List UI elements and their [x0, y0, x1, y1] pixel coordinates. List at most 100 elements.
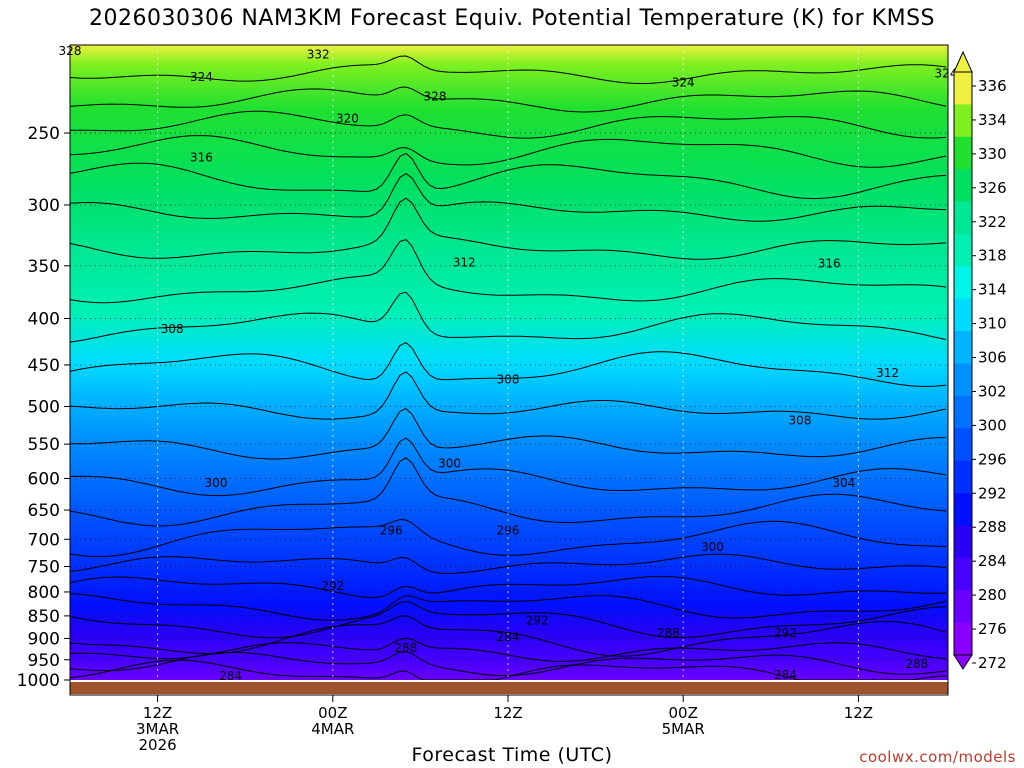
colorbar-swatch	[954, 460, 972, 494]
y-tick-label: 550	[28, 435, 60, 455]
plot-frame	[69, 44, 949, 696]
y-axis: 2503003504004505005506006507007508008509…	[17, 124, 70, 691]
contour-label: 324	[190, 70, 213, 84]
colorbar-swatch	[954, 331, 972, 364]
x-tick-label: 12Z	[493, 704, 522, 722]
colorbar-swatch	[954, 298, 972, 332]
contour-line	[70, 437, 947, 497]
y-tick-label: 1000	[17, 671, 60, 691]
colorbar-swatch	[954, 201, 972, 235]
contour-line	[70, 342, 947, 387]
colorbar-tick-label: 314	[978, 281, 1007, 299]
y-tick-label: 250	[28, 124, 60, 144]
contour-label: 288	[657, 626, 680, 640]
colorbar-swatch	[954, 169, 972, 203]
contour-label: 300	[205, 476, 228, 490]
contour-label: 316	[190, 151, 213, 165]
y-tick-label: 700	[28, 530, 60, 550]
y-tick-label: 850	[28, 607, 60, 627]
colorbar-frame	[953, 71, 973, 656]
colorbar-swatch	[954, 395, 972, 429]
colorbar-tick-label: 334	[978, 111, 1007, 129]
colorbar-tick-label: 272	[978, 654, 1007, 672]
colorbar-swatch	[954, 590, 972, 624]
colorbar-swatch	[954, 233, 972, 267]
field-fill	[70, 45, 948, 680]
colorbar-swatch	[954, 557, 972, 591]
colorbar-tick-label: 336	[978, 77, 1007, 95]
contour-label: 284	[219, 669, 242, 683]
colorbar-swatch	[954, 622, 972, 656]
x-tick-label: 12Z	[844, 704, 873, 722]
colorbar-swatch	[954, 104, 972, 138]
y-tick-label: 750	[28, 557, 60, 577]
colorbar-swatch	[954, 493, 972, 526]
chart-title: 2026030306 NAM3KM Forecast Equiv. Potent…	[88, 6, 936, 31]
grid-lines	[70, 45, 948, 680]
contour-label: 320	[336, 112, 359, 126]
y-tick-label: 800	[28, 583, 60, 603]
colorbar-tick-label: 302	[978, 382, 1007, 400]
contour-line	[70, 86, 947, 113]
x-tick-label: 12Z	[143, 704, 172, 722]
x-tick-label: 5MAR	[662, 720, 705, 738]
colorbar-tick-label: 326	[978, 179, 1007, 197]
colorbar-min-arrow	[953, 654, 973, 670]
colorbar-tick-label: 296	[978, 450, 1007, 468]
contour-label: 316	[818, 257, 841, 271]
contour-label: 308	[161, 322, 184, 336]
colorbar-tick-label: 292	[978, 484, 1007, 502]
colorbar-tick-label: 310	[978, 315, 1007, 333]
colorbar-legend: 336 334 330 326 322 318 314 310 306 302 300 296 292 2…	[953, 50, 1007, 672]
contour-label: 304	[832, 476, 855, 490]
colorbar-tick-label: 280	[978, 586, 1007, 604]
y-tick-label: 950	[28, 651, 60, 671]
contour-line	[70, 172, 947, 222]
contour-label: 300	[701, 540, 724, 554]
colorbar-tick-label: 306	[978, 349, 1007, 367]
contour-label: 284	[774, 668, 797, 682]
ground-surface	[70, 682, 948, 694]
x-tick-label: 4MAR	[311, 720, 354, 738]
colorbar-tick-label: 284	[978, 552, 1007, 570]
colorbar-swatch	[954, 363, 972, 397]
contour-label: 284	[497, 630, 520, 644]
contour-line	[70, 110, 947, 139]
y-tick-label: 900	[28, 629, 60, 649]
x-tick-label: 3MAR	[136, 720, 179, 738]
contour-line	[70, 408, 946, 460]
contour-label: 296	[497, 524, 520, 538]
contour-label: 292	[526, 613, 549, 627]
contour-label: 300	[438, 457, 461, 471]
colorbar-swatch	[954, 266, 972, 300]
colorbar-tick-label: 330	[978, 145, 1007, 163]
contour-label: 312	[876, 366, 899, 380]
x-axis-label: Forecast Time (UTC)	[411, 744, 613, 766]
colorbar-tick-label: 318	[978, 247, 1007, 265]
contour-label: 288	[905, 657, 928, 671]
contour-line	[70, 600, 947, 639]
x-tick-label: 00Z	[669, 704, 698, 722]
contour-label: 292	[321, 579, 344, 593]
y-tick-label: 450	[28, 356, 60, 376]
x-tick-label: 2026	[139, 736, 177, 754]
contour-label: 308	[789, 413, 812, 427]
contour-line	[70, 197, 947, 260]
x-tick-label: 00Z	[318, 704, 347, 722]
colorbar-swatch	[954, 428, 972, 462]
contour-label: 332	[307, 48, 330, 62]
colorbar-swatch	[954, 525, 972, 559]
y-tick-label: 650	[28, 501, 60, 521]
contour-label: 292	[774, 626, 797, 640]
y-tick-label: 400	[28, 309, 60, 329]
colorbar-tick-label: 288	[978, 518, 1007, 536]
y-tick-label: 350	[28, 257, 60, 277]
colorbar-tick-label: 322	[978, 213, 1007, 231]
contour-label: 324	[935, 67, 958, 81]
contour-label: 328	[424, 90, 447, 104]
site-credit: coolwx.com/models	[859, 748, 1016, 766]
colorbar-tick-label: 300	[978, 416, 1007, 434]
contour-line	[70, 152, 947, 200]
